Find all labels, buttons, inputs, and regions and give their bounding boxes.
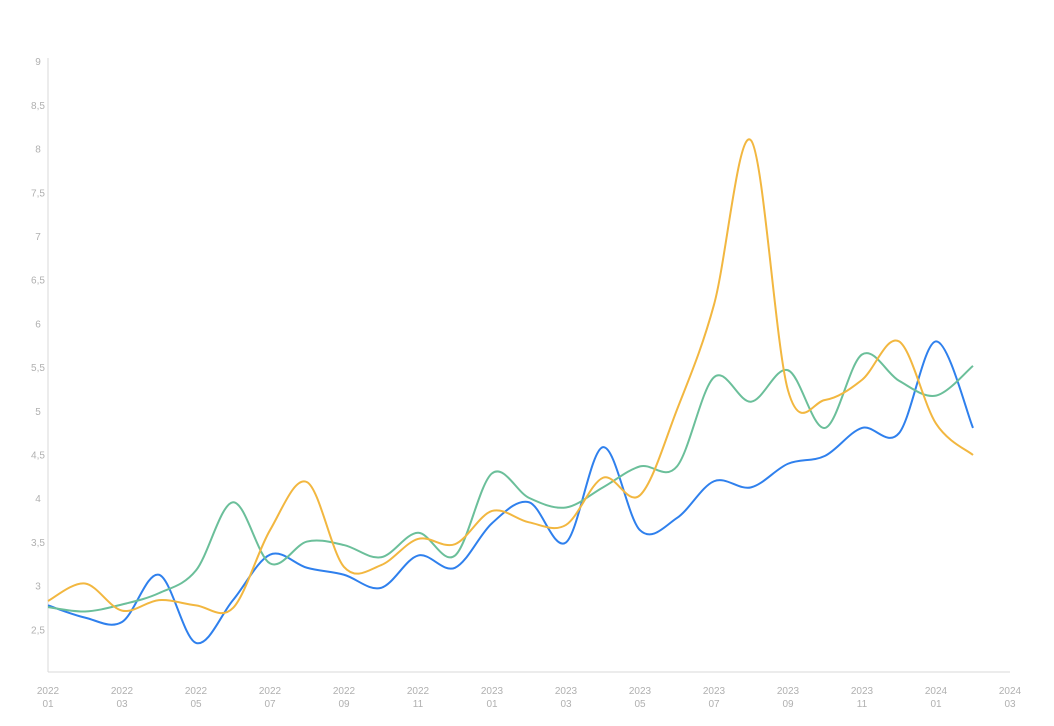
x-tick-label: 2023 11 [851, 686, 874, 710]
x-tick-label-line: 03 [560, 699, 572, 710]
y-tick-label: 7,5 [31, 188, 45, 199]
series-line [47, 352, 974, 613]
x-tick-label-line: 2023 [777, 686, 800, 697]
y-tick-label: 3,5 [31, 538, 45, 549]
y-tick-label: 7 [35, 232, 41, 243]
x-tick-label-line: 2022 [407, 686, 430, 697]
x-tick-label-line: 2022 [37, 686, 60, 697]
x-tick-label-line: 05 [634, 699, 646, 710]
x-tick-label-line: 2023 [629, 686, 652, 697]
x-tick-label: 2022 05 [185, 686, 208, 710]
y-tick-label: 9 [35, 57, 41, 68]
x-tick-label-line: 03 [1004, 699, 1016, 710]
x-tick-label: 2023 01 [481, 686, 504, 710]
series-line [47, 340, 974, 645]
x-tick-label: 2023 05 [629, 686, 652, 710]
x-tick-label-line: 09 [782, 699, 794, 710]
x-tick-label-line: 2022 [259, 686, 282, 697]
x-tick-label-line: 2023 [555, 686, 578, 697]
x-tick-label: 2023 09 [777, 686, 800, 710]
y-tick-label: 4 [35, 494, 41, 505]
x-tick-label-line: 01 [930, 699, 942, 710]
series-line [47, 138, 974, 615]
x-tick-label: 2023 03 [555, 686, 578, 710]
y-tick-label: 3 [35, 582, 41, 593]
x-tick-label-line: 07 [264, 699, 276, 710]
x-tick-label: 2022 11 [407, 686, 430, 710]
y-tick-label: 5,5 [31, 363, 45, 374]
y-tick-label: 6,5 [31, 276, 45, 287]
y-tick-label: 8 [35, 145, 41, 156]
x-tick-label-line: 05 [190, 699, 202, 710]
x-tick-label-line: 2024 [999, 686, 1022, 697]
y-tick-label: 4,5 [31, 451, 45, 462]
x-tick-label-line: 11 [857, 699, 868, 710]
x-tick-label: 2024 03 [999, 686, 1022, 710]
x-tick-label: 2022 03 [111, 686, 134, 710]
y-tick-label: 8,5 [31, 101, 45, 112]
x-tick-label-line: 2023 [703, 686, 726, 697]
x-tick-label-line: 11 [413, 699, 424, 710]
x-tick-label: 2023 07 [703, 686, 726, 710]
x-tick-label-line: 03 [116, 699, 128, 710]
x-tick-label-line: 2023 [851, 686, 874, 697]
y-tick-label: 5 [35, 407, 41, 418]
x-tick-label-line: 2023 [481, 686, 504, 697]
y-tick-label: 6 [35, 319, 41, 330]
x-tick-label: 2022 07 [259, 686, 282, 710]
x-tick-label: 2024 01 [925, 686, 948, 710]
x-tick-label: 2022 01 [37, 686, 60, 710]
x-tick-label-line: 2022 [333, 686, 356, 697]
x-tick-label-line: 2024 [925, 686, 948, 697]
x-tick-label: 2022 09 [333, 686, 356, 710]
x-tick-label-line: 01 [42, 699, 54, 710]
x-tick-label-line: 01 [486, 699, 498, 710]
y-tick-label: 2,5 [31, 625, 45, 636]
x-tick-label-line: 07 [708, 699, 720, 710]
x-tick-label-line: 09 [338, 699, 350, 710]
x-tick-label-line: 2022 [111, 686, 134, 697]
x-tick-label-line: 2022 [185, 686, 208, 697]
